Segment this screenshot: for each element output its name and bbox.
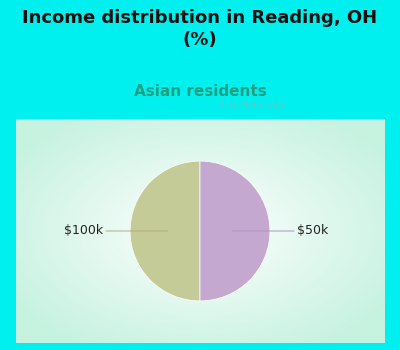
Text: City-Data.com: City-Data.com <box>221 101 285 110</box>
Text: $50k: $50k <box>232 224 328 238</box>
Wedge shape <box>200 161 270 301</box>
Wedge shape <box>130 161 200 301</box>
Text: $100k: $100k <box>64 224 168 238</box>
Text: Asian residents: Asian residents <box>134 84 266 99</box>
Text: Income distribution in Reading, OH
(%): Income distribution in Reading, OH (%) <box>22 9 378 49</box>
